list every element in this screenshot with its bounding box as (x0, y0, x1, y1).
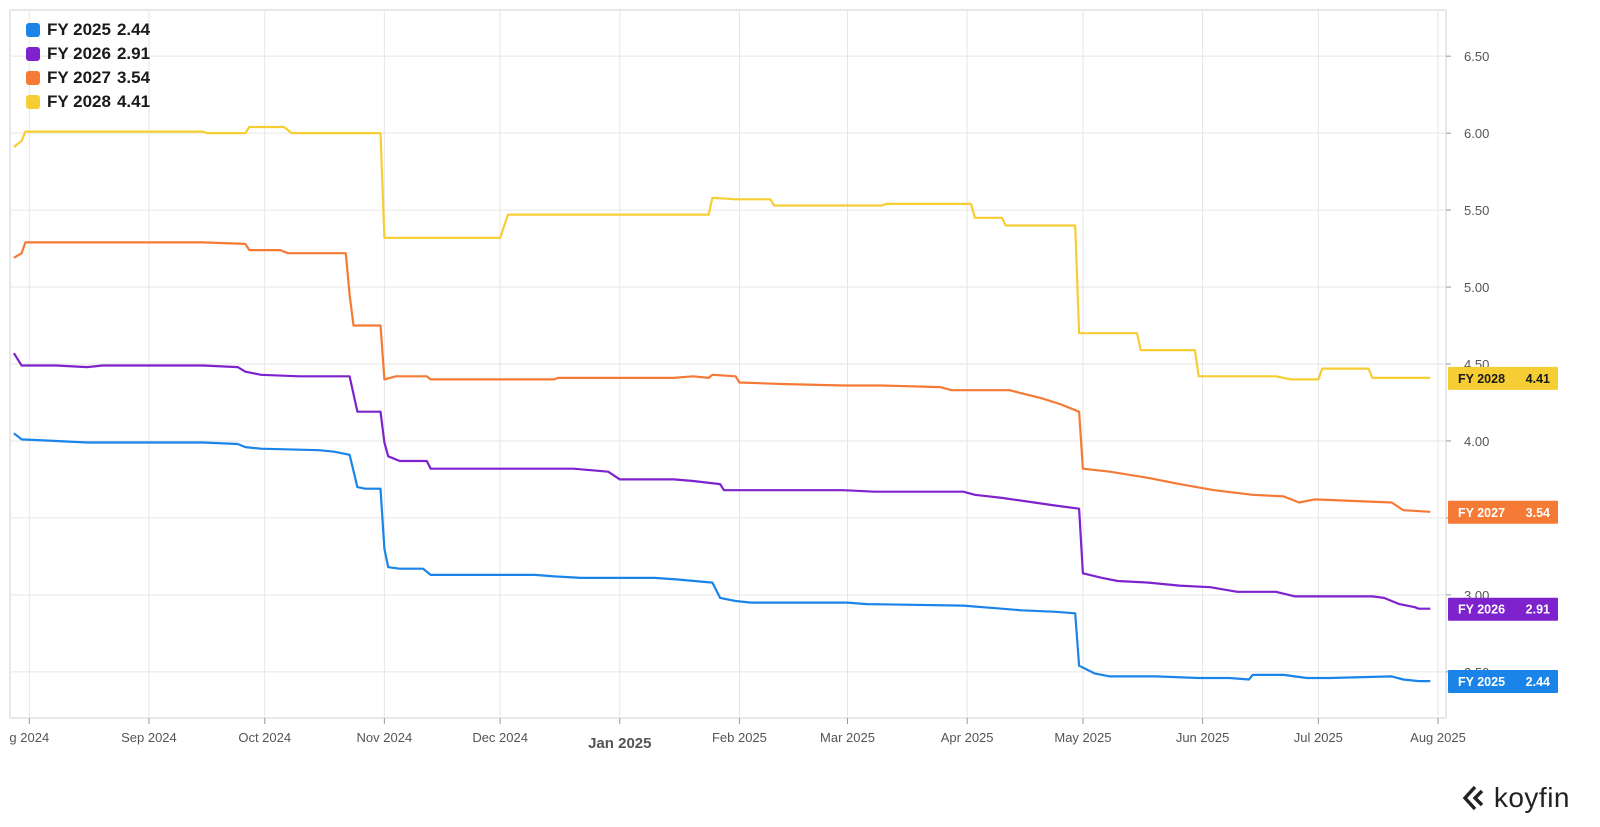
legend-value: 3.54 (116, 68, 151, 87)
legend: FY 2025 2.44 FY 2026 2.91 FY 2027 3.54 F… (26, 18, 150, 114)
legend-swatch-fy2027 (26, 71, 40, 85)
last-value-tag (1448, 500, 1558, 524)
legend-label: FY 2028 (47, 92, 111, 111)
y-tick-label: 5.00 (1464, 280, 1489, 295)
x-tick-label: Oct 2024 (238, 730, 291, 745)
last-value-tag-value: 4.41 (1526, 372, 1550, 386)
legend-label: FY 2025 (47, 20, 111, 39)
x-tick-label: Jan 2025 (588, 735, 651, 752)
last-value-tag (1448, 366, 1558, 390)
x-tick-label: g 2024 (9, 730, 49, 745)
x-tick-label: Dec 2024 (472, 730, 528, 745)
last-value-tag-name: FY 2027 (1458, 506, 1505, 520)
legend-value: 2.91 (116, 44, 151, 63)
koyfin-logo-icon (1462, 785, 1484, 811)
last-value-tag-name: FY 2026 (1458, 603, 1505, 617)
legend-item-fy2025[interactable]: FY 2025 2.44 (26, 18, 150, 42)
last-value-tag-value: 2.91 (1526, 603, 1550, 617)
legend-swatch-fy2025 (26, 23, 40, 37)
last-value-tag-value: 2.44 (1526, 675, 1550, 689)
y-tick-label: 6.50 (1464, 49, 1489, 64)
legend-item-fy2027[interactable]: FY 2027 3.54 (26, 66, 150, 90)
legend-swatch-fy2026 (26, 47, 40, 61)
x-tick-label: Jul 2025 (1294, 730, 1343, 745)
x-tick-label: Aug 2025 (1410, 730, 1466, 745)
last-value-tag (1448, 670, 1558, 694)
legend-label: FY 2026 (47, 44, 111, 63)
x-tick-label: Mar 2025 (820, 730, 875, 745)
brand-name: koyfin (1493, 782, 1570, 813)
series-line-fy2028 (13, 125, 1431, 381)
legend-label: FY 2027 (47, 68, 111, 87)
x-tick-label: Sep 2024 (121, 730, 177, 745)
legend-item-fy2026[interactable]: FY 2026 2.91 (26, 42, 150, 66)
y-tick-label: 4.00 (1464, 434, 1489, 449)
x-tick-label: May 2025 (1054, 730, 1111, 745)
brand-logo[interactable]: koyfin (1462, 782, 1570, 814)
legend-item-fy2028[interactable]: FY 2028 4.41 (26, 90, 150, 114)
last-value-tag (1448, 597, 1558, 621)
legend-swatch-fy2028 (26, 95, 40, 109)
x-tick-label: Jun 2025 (1176, 730, 1230, 745)
x-tick-label: Nov 2024 (357, 730, 413, 745)
series-line-fy2025 (13, 432, 1431, 683)
y-tick-label: 6.00 (1464, 126, 1489, 141)
series-line-fy2026 (12, 352, 1431, 610)
last-value-tag-value: 3.54 (1526, 506, 1550, 520)
legend-value: 4.41 (116, 92, 151, 111)
last-value-tag-name: FY 2025 (1458, 675, 1505, 689)
y-tick-label: 5.50 (1464, 203, 1489, 218)
x-tick-label: Apr 2025 (941, 730, 994, 745)
series-line-fy2027 (13, 241, 1431, 513)
legend-value: 2.44 (116, 20, 151, 39)
last-value-tag-name: FY 2028 (1458, 372, 1505, 386)
x-tick-label: Feb 2025 (712, 730, 767, 745)
